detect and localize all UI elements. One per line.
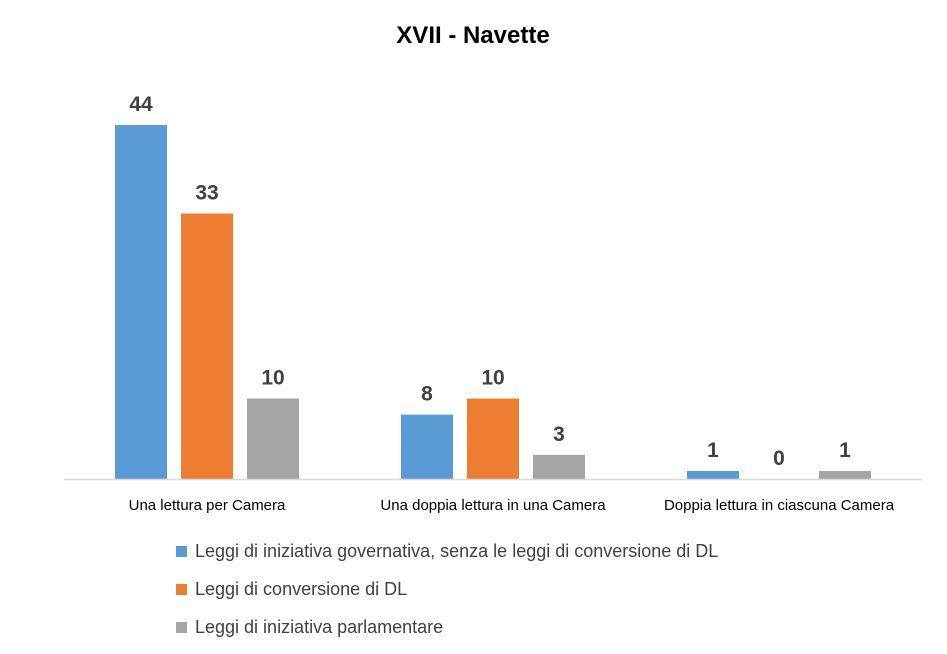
bar xyxy=(819,470,871,479)
bar xyxy=(467,398,519,479)
bar xyxy=(533,454,585,479)
category-label: Una doppia lettura in una Camera xyxy=(380,497,606,514)
bar xyxy=(401,414,453,479)
category-label: Una lettura per Camera xyxy=(129,497,286,514)
legend-item: Leggi di iniziativa parlamentare xyxy=(176,608,718,646)
legend-swatch xyxy=(176,545,187,557)
bar xyxy=(115,125,167,479)
legend-item: Leggi di conversione di DL xyxy=(176,570,718,608)
legend-label: Leggi di iniziativa parlamentare xyxy=(195,616,444,637)
legend-item: Leggi di iniziativa governativa, senza l… xyxy=(176,532,718,570)
legend: Leggi di iniziativa governativa, senza l… xyxy=(176,532,718,646)
data-label: 1 xyxy=(839,439,851,462)
legend-label: Leggi di conversione di DL xyxy=(195,578,408,599)
legend-swatch xyxy=(176,621,187,633)
legend-swatch xyxy=(176,583,187,595)
data-label: 0 xyxy=(773,447,785,470)
chart-title: XVII - Navette xyxy=(396,22,549,49)
data-label: 10 xyxy=(261,367,284,390)
data-label: 1 xyxy=(707,439,719,462)
category-label: Doppia lettura in ciascuna Camera xyxy=(664,497,895,514)
data-label: 3 xyxy=(553,423,565,446)
category-labels-layer: Una lettura per Camera Una doppia lettura… xyxy=(129,497,895,514)
data-label: 10 xyxy=(481,367,504,390)
data-label: 8 xyxy=(421,383,433,406)
bar xyxy=(247,398,299,479)
data-label: 33 xyxy=(195,182,218,205)
bar xyxy=(687,470,739,479)
data-label: 44 xyxy=(129,93,153,116)
bar xyxy=(181,213,233,479)
legend-label: Leggi di iniziativa governativa, senza l… xyxy=(195,540,719,561)
bars-layer xyxy=(115,125,871,479)
